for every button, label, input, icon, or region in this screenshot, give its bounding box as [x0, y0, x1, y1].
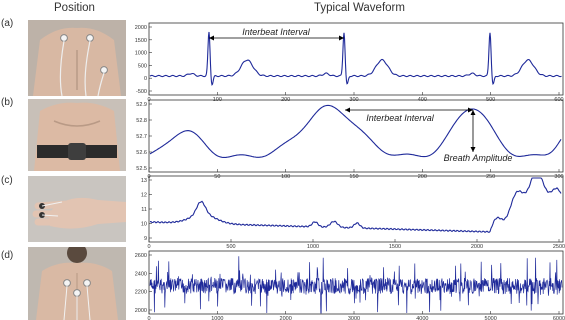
x-tick-label: 500 — [486, 97, 495, 103]
x-tick-label: 0 — [147, 97, 150, 103]
x-tick-label: 1000 — [211, 316, 223, 320]
y-tick-label: 52.7 — [136, 134, 147, 140]
x-tick-label: 1500 — [389, 244, 401, 250]
row-label-b: (b) — [1, 97, 14, 108]
y-tick-label: 1500 — [135, 38, 147, 44]
y-tick-label: 52.8 — [136, 118, 147, 124]
x-tick-label: 100 — [281, 174, 290, 180]
x-tick-label: 50 — [214, 174, 220, 180]
row-label-c: (c) — [1, 175, 13, 186]
y-tick-label: -500 — [136, 89, 147, 95]
y-tick-label: 52.6 — [136, 150, 147, 156]
plot-a-trace — [149, 31, 562, 86]
y-tick-label: 13 — [141, 178, 147, 184]
x-tick-label: 6000 — [553, 316, 565, 320]
y-tick-label: 2600 — [135, 253, 147, 259]
chest-strap-photo — [28, 99, 126, 171]
plot-a: Interbeat Interval — [148, 22, 564, 96]
x-tick-label: 1000 — [307, 244, 319, 250]
y-tick-label: 2400 — [135, 271, 147, 277]
plot-c-trace — [149, 177, 562, 234]
x-tick-label: 3000 — [348, 316, 360, 320]
y-tick-label: 11 — [141, 207, 147, 213]
plot-c-frame — [148, 175, 564, 243]
plot-b: Interbeat Interval Breath Amplitude — [148, 99, 564, 173]
position-header: Position — [54, 2, 95, 14]
x-tick-label: 600 — [554, 97, 563, 103]
row-label-d: (d) — [1, 250, 14, 261]
x-tick-label: 2500 — [553, 244, 565, 250]
y-tick-label: 0 — [144, 76, 147, 82]
plot-c — [148, 175, 564, 243]
x-tick-label: 0 — [147, 244, 150, 250]
x-tick-label: 150 — [349, 174, 358, 180]
x-tick-label: 2000 — [280, 316, 292, 320]
x-tick-label: 300 — [349, 97, 358, 103]
y-tick-label: 1000 — [135, 51, 147, 57]
y-tick-label: 12 — [141, 193, 147, 199]
x-tick-label: 250 — [486, 174, 495, 180]
x-tick-label: 5000 — [485, 316, 497, 320]
plot-d — [148, 250, 564, 315]
y-tick-label: 52.5 — [136, 166, 147, 172]
plot-a-frame — [148, 22, 564, 96]
x-tick-label: 200 — [418, 174, 427, 180]
plot-b-trace — [149, 104, 562, 158]
y-tick-label: 52.9 — [136, 102, 147, 108]
x-tick-label: 400 — [418, 97, 427, 103]
interbeat-interval-label-b: Interbeat Interval — [366, 113, 435, 123]
plot-b-frame — [148, 99, 564, 173]
x-tick-label: 200 — [281, 97, 290, 103]
chest-electrode-photo — [28, 20, 126, 96]
x-tick-label: 100 — [213, 97, 222, 103]
y-tick-label: 2000 — [135, 308, 147, 314]
plot-d-trace — [149, 256, 563, 314]
y-tick-label: 500 — [138, 63, 147, 69]
x-tick-label: 300 — [554, 174, 563, 180]
x-tick-label: 4000 — [416, 316, 428, 320]
y-tick-label: 2200 — [135, 290, 147, 296]
breath-amplitude-label: Breath Amplitude — [444, 153, 513, 163]
waveform-header: Typical Waveform — [314, 2, 405, 14]
hand-electrode-photo — [28, 176, 126, 242]
x-tick-label: 0 — [147, 174, 150, 180]
y-tick-label: 9 — [144, 236, 147, 242]
x-tick-label: 500 — [226, 244, 235, 250]
row-label-a: (a) — [1, 18, 14, 29]
y-tick-label: 2000 — [135, 25, 147, 31]
x-tick-label: 2000 — [471, 244, 483, 250]
y-tick-label: 10 — [141, 222, 147, 228]
back-electrode-photo — [28, 247, 126, 320]
x-tick-label: 0 — [147, 316, 150, 320]
interbeat-interval-label: Interbeat Interval — [242, 27, 311, 37]
